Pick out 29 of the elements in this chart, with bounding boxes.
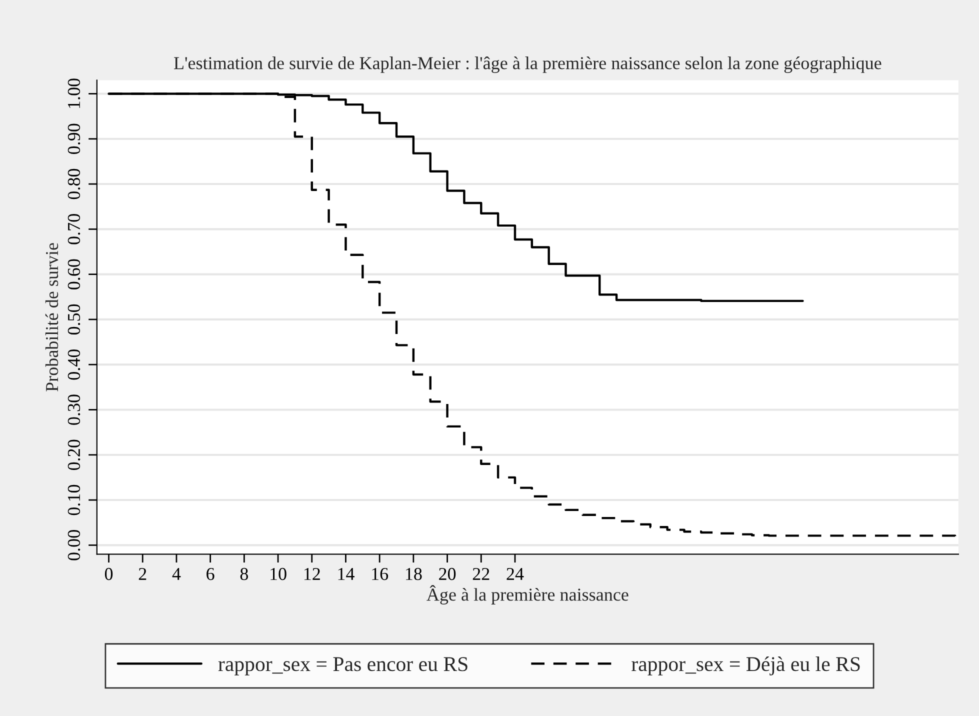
x-tick-label: 20 [439, 568, 456, 580]
x-tick-label: 12 [304, 568, 320, 580]
legend-label: rappor_sex = Déjà eu le RS [632, 656, 860, 676]
y-tick-label: 0.70 [68, 214, 80, 244]
x-tick-label: 18 [406, 568, 422, 580]
x-tick-label: 6 [206, 568, 214, 580]
chart-title: L'estimation de survie de Kaplan-Meier : l'âge à la première naissance selon la zone géographique [174, 56, 882, 73]
y-tick-label: 0.50 [68, 304, 80, 335]
legend-label: rappor_sex = Pas encor eu RS [218, 657, 468, 676]
y-tick-label: 0.10 [68, 484, 80, 516]
x-tick-label: 16 [372, 568, 388, 580]
y-tick-label: 0.60 [68, 259, 80, 290]
x-tick-label: 24 [506, 568, 524, 580]
x-tick-label: 10 [270, 568, 286, 580]
y-tick-label: 0.80 [68, 168, 80, 200]
y-tick-label: 1.00 [68, 78, 80, 108]
x-tick-label: 8 [240, 568, 248, 580]
x-tick-label: 2 [138, 568, 146, 580]
y-tick-label: 0.00 [68, 530, 80, 560]
y-tick-label: 0.40 [68, 349, 80, 380]
x-tick-label: 0 [104, 568, 113, 580]
y-tick-label: 0.20 [68, 440, 80, 470]
y-axis-title: Probabilité de survie [45, 243, 58, 392]
x-tick-label: 22 [472, 568, 490, 580]
x-axis-title: Âge à la première naissance [426, 585, 628, 604]
y-tick-label: 0.30 [68, 394, 80, 425]
x-tick-label: 4 [172, 568, 181, 580]
x-tick-label: 14 [338, 568, 354, 580]
y-tick-label: 0.90 [68, 124, 80, 154]
